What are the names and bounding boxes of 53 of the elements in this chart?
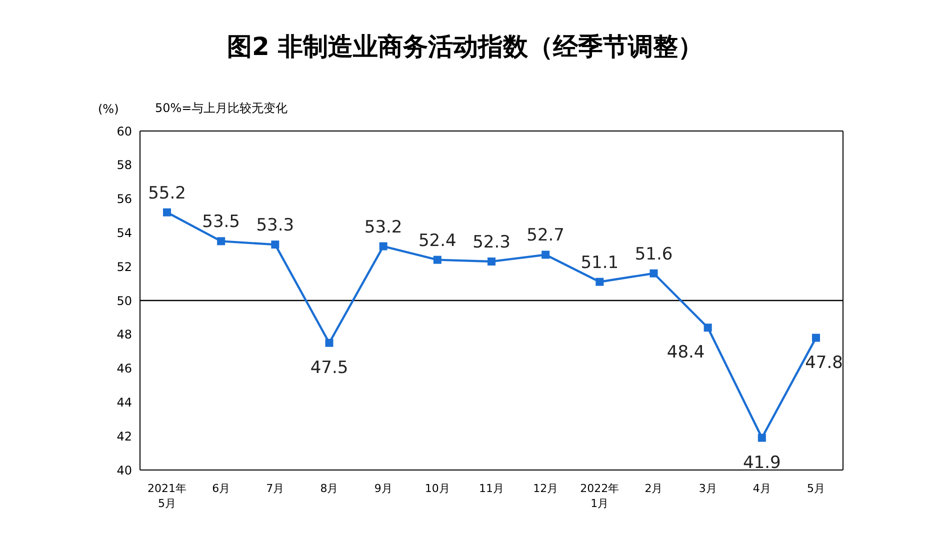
data-label: 53.5 [202,212,240,232]
y-tick-label: 46 [116,362,132,376]
x-tick-label: 5月 [807,482,825,495]
chart-title: 图2 非制造业商务活动指数（经季节调整） [226,31,704,63]
point [217,237,226,246]
y-tick-label: 58 [116,158,132,172]
data-label: 52.7 [526,226,565,246]
x-tick-label: 8月 [320,482,338,495]
point [596,278,604,286]
point [758,434,766,442]
y-tick-label: 50 [116,294,132,308]
y-tick-label: 52 [116,260,132,274]
point [325,338,334,347]
x-tick-label: 10月 [424,482,450,495]
point [379,242,388,250]
y-tick-label: 48 [116,328,132,342]
data-label: 48.4 [666,342,705,363]
x-tick-label: 2022年 1月 [580,482,620,510]
point [433,256,442,264]
data-label: 51.6 [634,244,673,264]
x-tick-label: 4月 [752,482,771,495]
point [163,208,171,216]
data-label: 55.2 [148,183,186,204]
x-tick-label: 7月 [266,482,284,495]
x-tick-label: 9月 [374,482,392,495]
data-label: 52.3 [472,232,510,253]
point [704,324,712,332]
data-label: 41.9 [742,452,781,473]
x-tick-label: 3月 [698,482,717,495]
data-label: 51.1 [580,252,619,273]
y-tick-label: 54 [116,226,132,240]
data-label: 53.3 [256,216,294,236]
y-tick-label: 42 [116,429,132,444]
data-label: 47.8 [805,352,843,373]
data-label: 47.5 [310,358,348,378]
y-axis-title: (%) [98,102,119,116]
x-tick-label: 6月 [212,482,230,495]
x-tick-label: 2月 [644,482,663,495]
data-label: 53.2 [364,217,402,238]
point [650,269,658,278]
point [542,250,550,259]
text: 50%=与上月比较无变化 [155,100,288,117]
x-tick-label: 12月 [533,482,558,495]
x-tick-label: 2021年 5月 [148,482,186,510]
point [271,240,280,249]
x-tick-label: 11月 [479,482,504,495]
y-tick-label: 60 [116,124,132,138]
point [812,334,820,342]
y-tick-label: 40 [116,463,132,478]
y-tick-label: 44 [116,395,132,410]
data-label: 52.4 [418,230,456,251]
point [488,258,496,266]
y-tick-label: 56 [116,192,132,206]
